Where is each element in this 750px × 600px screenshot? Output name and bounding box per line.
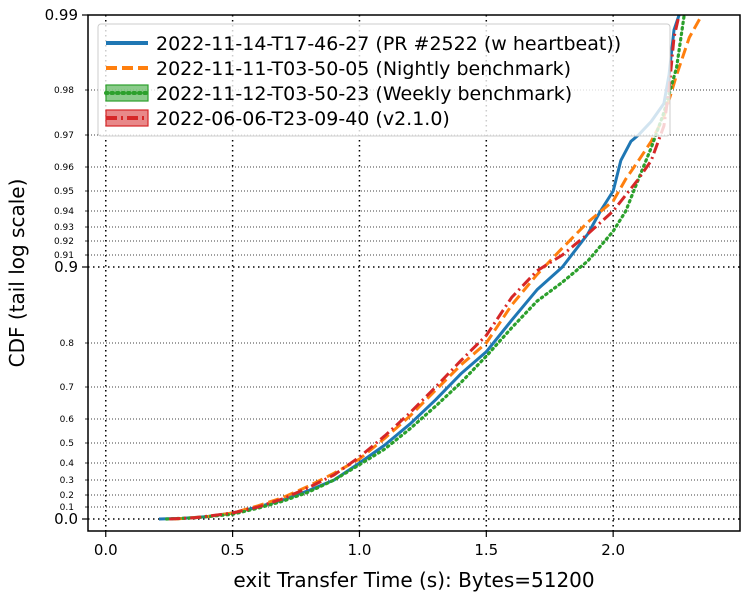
y-minor-tick-label: 0.6 bbox=[60, 415, 75, 425]
legend-label-2: 2022-11-11-T03-50-05 (Nightly benchmark) bbox=[156, 58, 571, 80]
y-major-tick-label: 0.9 bbox=[54, 258, 78, 276]
y-minor-tick-label: 0.97 bbox=[54, 131, 74, 141]
y-minor-tick-label: 0.4 bbox=[60, 459, 75, 469]
y-major-tick-label: 0.0 bbox=[54, 510, 78, 528]
y-minor-tick-label: 0.98 bbox=[54, 86, 74, 96]
x-tick-label: 0.5 bbox=[221, 541, 245, 559]
legend-label-4: 2022-06-06-T23-09-40 (v2.1.0) bbox=[156, 108, 450, 130]
y-minor-tick-label: 0.5 bbox=[60, 439, 74, 449]
y-minor-tick-label: 0.2 bbox=[60, 491, 74, 501]
y-axis-ticks: 0.1 0.2 0.3 0.4 0.5 0.6 0.7 0.8 0.91 0.92 0.93 0.94… bbox=[45, 6, 88, 528]
x-axis-label: exit Transfer Time (s): Bytes=51200 bbox=[233, 568, 594, 592]
y-minor-tick-label: 0.95 bbox=[54, 187, 74, 197]
x-tick-label: 2.0 bbox=[601, 541, 625, 559]
y-minor-tick-label: 0.3 bbox=[60, 476, 74, 486]
legend-box bbox=[97, 23, 671, 137]
plot-frame bbox=[87, 14, 741, 532]
y-minor-tick-label: 0.7 bbox=[60, 383, 74, 393]
x-tick-label: 0.0 bbox=[94, 541, 118, 559]
legend: 2022-11-14-T17-46-27 (PR #2522 (w heartb… bbox=[97, 23, 671, 137]
series-line-4 bbox=[169, 14, 681, 521]
x-tick-label: 1.0 bbox=[348, 541, 372, 559]
series-line-2 bbox=[174, 14, 704, 521]
x-axis-ticks: 0.0 0.5 1.0 1.5 2.0 bbox=[94, 531, 625, 559]
y-minor-tick-label: 0.8 bbox=[60, 339, 75, 349]
legend-label-1: 2022-11-14-T17-46-27 (PR #2522 (w heartb… bbox=[156, 33, 621, 55]
series-line-3 bbox=[165, 13, 686, 521]
y-minor-tick-label: 0.96 bbox=[54, 163, 74, 173]
y-axis-label: CDF (tail log scale) bbox=[5, 179, 29, 368]
y-minor-tick-label: 0.94 bbox=[54, 207, 74, 217]
x-tick-label: 1.5 bbox=[474, 541, 498, 559]
y-major-tick-label: 0.99 bbox=[45, 6, 78, 24]
y-minor-tick-label: 0.93 bbox=[54, 223, 74, 233]
y-minor-tick-label: 0.1 bbox=[60, 503, 74, 513]
legend-label-3: 2022-11-12-T03-50-23 (Weekly benchmark) bbox=[156, 83, 572, 105]
y-minor-tick-label: 0.92 bbox=[54, 237, 74, 247]
y-minor-tick-label: 0.91 bbox=[54, 251, 74, 261]
